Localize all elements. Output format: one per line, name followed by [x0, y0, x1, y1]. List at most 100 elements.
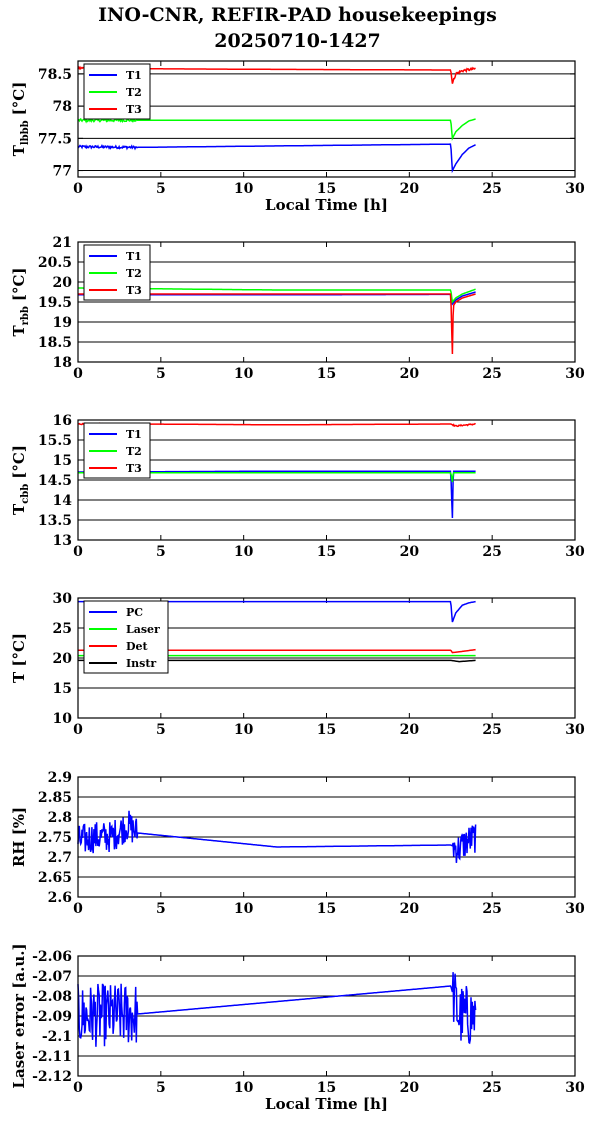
y-tick-label: 18: [53, 355, 72, 371]
legend-label: PC: [126, 606, 143, 619]
legend-label: Instr: [126, 657, 156, 670]
series-line-data: [77, 972, 477, 1047]
x-tick-label: 30: [565, 722, 585, 738]
y-axis-label-subscript: rbb: [20, 306, 31, 325]
y-tick-label: 2.75: [38, 830, 72, 846]
x-tick-label: 15: [317, 1080, 336, 1096]
legend: T1 T2 T3: [83, 63, 151, 120]
series-line-t1: [77, 143, 476, 174]
y-tick-label: 77: [53, 164, 72, 180]
plot-frame: [77, 241, 576, 363]
y-tick-label: 25: [53, 621, 72, 637]
plot-frame: [77, 597, 576, 719]
legend: PC Laser Det Instr: [83, 600, 169, 674]
x-tick-label: 0: [73, 1080, 83, 1096]
y-tick-label: 15: [53, 453, 72, 469]
y-tick-label: 15: [53, 681, 72, 697]
y-tick-label: 2.9: [48, 770, 72, 786]
x-tick-label: 25: [482, 181, 501, 197]
chart-panel-4: 10 15 20 25 30 0 5 10 15 20 25 30 T [°C] PC Laser Det In…: [10, 591, 585, 738]
legend-label: T1: [126, 69, 142, 82]
x-tick-label: 20: [400, 181, 420, 197]
x-tick-label: 25: [482, 1080, 501, 1096]
legend-label: T3: [126, 284, 142, 297]
chart-title: INO-CNR, REFIR-PAD housekeepings 2025071…: [0, 2, 595, 54]
legend-label: Laser: [126, 623, 160, 636]
y-tick-label: -2.08: [32, 989, 72, 1005]
x-tick-label: 25: [482, 901, 501, 917]
x-tick-label: 10: [234, 901, 254, 917]
y-tick-label: 2.8: [48, 810, 72, 826]
y-tick-label: 78: [53, 99, 72, 115]
legend-label: T2: [126, 267, 142, 280]
legend-label: Det: [126, 640, 149, 653]
y-axis-label-unit: [°C]: [10, 82, 28, 116]
x-tick-label: 5: [156, 722, 166, 738]
legend-label: T2: [126, 445, 142, 458]
x-tick-label: 20: [400, 366, 420, 382]
x-tick-label: 10: [234, 181, 254, 197]
y-tick-label: -2.09: [32, 1009, 72, 1025]
legend-label: T3: [126, 103, 142, 116]
y-axis-label-subscript: lbbb: [20, 120, 31, 145]
x-tick-label: 5: [156, 901, 166, 917]
plot-frame: [77, 60, 576, 178]
legend: T1 T2 T3: [83, 422, 151, 479]
legend: T1 T2 T3: [83, 244, 151, 301]
x-tick-label: 10: [234, 1080, 254, 1096]
legend-label: T1: [126, 250, 142, 263]
x-tick-label: 30: [565, 544, 585, 560]
y-tick-label: 78.5: [38, 67, 72, 83]
x-tick-label: 0: [73, 366, 83, 382]
y-tick-label: 14.5: [38, 473, 72, 489]
x-axis-label: Local Time [h]: [265, 1095, 388, 1113]
y-axis-label: Trbb [°C]: [10, 267, 31, 336]
y-axis-label-main: Laser error [a.u.]: [10, 943, 28, 1088]
chart-panel-6: -2.12 -2.11 -2.1 -2.09 -2.08 -2.07 -2.06 0 5 10 15…: [10, 943, 585, 1113]
chart-panel-1: 77 77.5 78 78.5 0 5 10 15 20 25 30 Tlbbb [°C] Local T…: [10, 60, 585, 214]
y-axis-label-main: T: [10, 144, 28, 156]
y-tick-label: -2.07: [32, 969, 72, 985]
x-tick-label: 25: [482, 722, 501, 738]
chart-panel-2: 18 18.5 19 19.5 20 20.5 21 0 5 10 15 20 25 30 Trbb [°C]…: [10, 235, 585, 382]
y-tick-label: 77.5: [38, 131, 72, 147]
y-tick-label: 14: [53, 493, 73, 509]
y-tick-label: 13.5: [38, 513, 72, 529]
y-tick-label: 20: [53, 651, 73, 667]
x-tick-label: 15: [317, 722, 336, 738]
x-tick-label: 0: [73, 722, 83, 738]
x-tick-label: 10: [234, 722, 254, 738]
y-axis-label: T [°C]: [10, 633, 28, 683]
x-tick-label: 30: [565, 181, 585, 197]
y-axis-label-main: T: [10, 503, 28, 515]
legend-label: T2: [126, 86, 142, 99]
y-axis-label: RH [%]: [10, 807, 28, 867]
x-tick-label: 15: [317, 366, 336, 382]
x-tick-label: 5: [156, 1080, 166, 1096]
x-tick-label: 30: [565, 366, 585, 382]
x-tick-label: 20: [400, 544, 420, 560]
plot-frame: [77, 776, 576, 898]
y-tick-label: 15.5: [38, 433, 72, 449]
y-axis-label-main: T: [10, 325, 28, 337]
x-tick-label: 15: [317, 544, 336, 560]
y-tick-label: 2.6: [48, 890, 72, 906]
y-tick-label: 13: [53, 533, 72, 549]
y-tick-label: 16: [53, 413, 72, 429]
y-tick-label: 2.85: [38, 790, 72, 806]
y-tick-label: -2.12: [32, 1069, 72, 1085]
plot-frame: [77, 419, 576, 541]
y-tick-label: -2.11: [32, 1049, 72, 1065]
x-tick-label: 10: [234, 366, 254, 382]
legend-label: T1: [126, 428, 142, 441]
y-tick-label: 20: [53, 275, 73, 291]
x-tick-label: 5: [156, 181, 166, 197]
series-line-t2: [77, 116, 476, 141]
y-axis-label-main: RH [%]: [10, 807, 28, 867]
x-tick-label: 30: [565, 1080, 585, 1096]
y-axis-label: Tcbb [°C]: [10, 445, 31, 515]
x-tick-label: 30: [565, 901, 585, 917]
x-tick-label: 25: [482, 544, 501, 560]
x-tick-label: 0: [73, 544, 83, 560]
